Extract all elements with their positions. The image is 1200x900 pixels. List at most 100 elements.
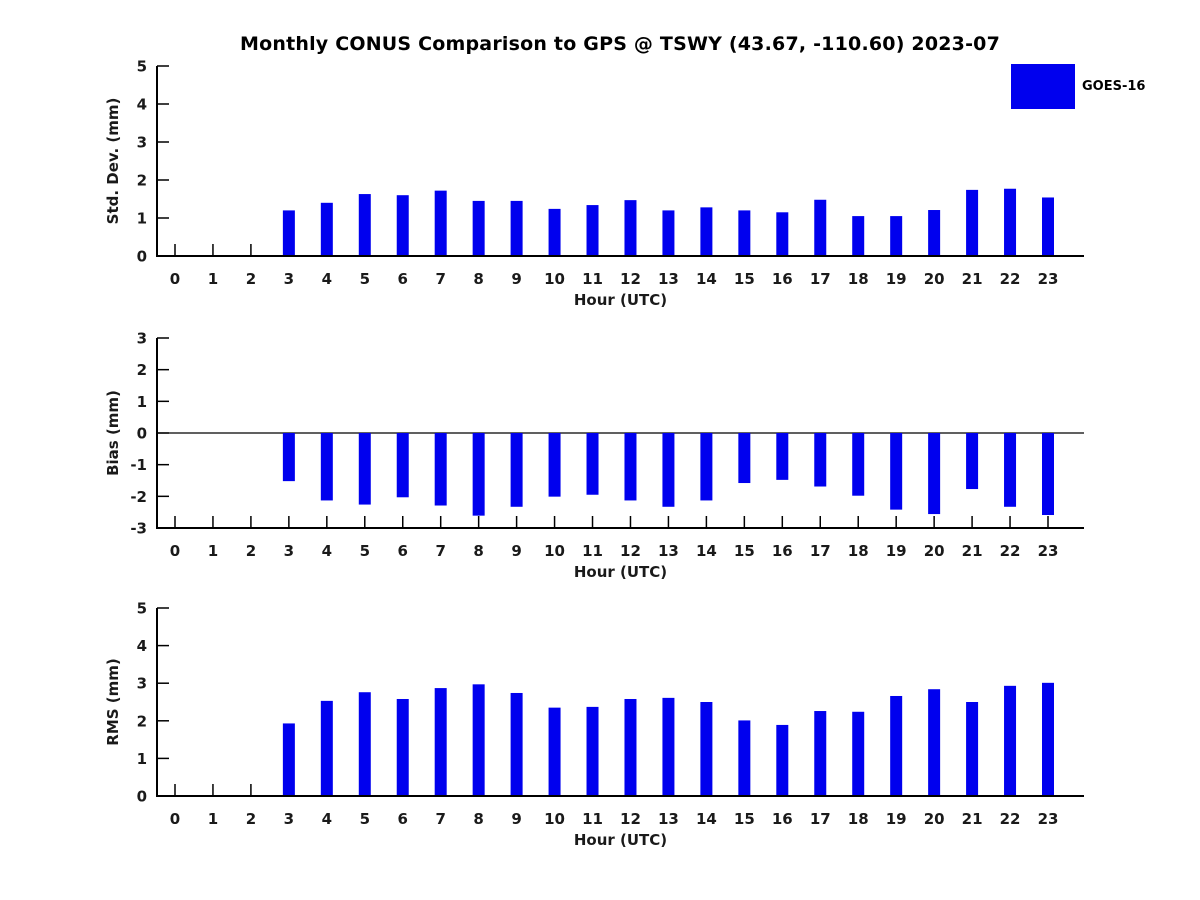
bar-hour-8 bbox=[472, 684, 485, 796]
x-tick-label: 10 bbox=[544, 542, 565, 560]
x-tick-label: 14 bbox=[696, 810, 717, 828]
x-tick-label: 11 bbox=[582, 542, 603, 560]
x-tick-label: 8 bbox=[473, 270, 483, 288]
bar-hour-18 bbox=[852, 711, 865, 796]
x-tick-label: 22 bbox=[1000, 542, 1021, 560]
x-tick-label: 14 bbox=[696, 270, 717, 288]
bar-hour-16 bbox=[776, 724, 789, 796]
x-tick-label: 13 bbox=[658, 270, 679, 288]
x-tick-label: 5 bbox=[360, 542, 370, 560]
x-tick-label: 3 bbox=[284, 270, 294, 288]
bar-hour-5 bbox=[358, 433, 371, 505]
bar-hour-22 bbox=[1004, 433, 1017, 507]
y-tick-label: -3 bbox=[130, 520, 147, 538]
x-axis-label: Hour (UTC) bbox=[574, 563, 667, 581]
x-tick-label: 18 bbox=[848, 542, 869, 560]
bar-hour-8 bbox=[472, 433, 485, 516]
x-tick-label: 23 bbox=[1038, 270, 1059, 288]
x-tick-label: 5 bbox=[360, 810, 370, 828]
bar-hour-21 bbox=[966, 433, 979, 490]
bar-hour-21 bbox=[966, 189, 979, 256]
bar-hour-6 bbox=[396, 433, 409, 498]
x-tick-label: 0 bbox=[170, 270, 180, 288]
x-tick-label: 23 bbox=[1038, 810, 1059, 828]
bar-hour-4 bbox=[320, 202, 333, 256]
bar-hour-5 bbox=[358, 692, 371, 796]
bar-hour-20 bbox=[928, 433, 941, 515]
x-tick-label: 4 bbox=[322, 270, 332, 288]
bar-hour-18 bbox=[852, 216, 865, 256]
bar-hour-9 bbox=[510, 433, 523, 507]
bar-hour-15 bbox=[738, 433, 751, 484]
x-axis-label: Hour (UTC) bbox=[574, 291, 667, 309]
x-tick-label: 15 bbox=[734, 270, 755, 288]
x-tick-label: 18 bbox=[848, 810, 869, 828]
x-tick-label: 4 bbox=[322, 542, 332, 560]
bar-hour-14 bbox=[700, 702, 713, 796]
x-tick-label: 12 bbox=[620, 542, 641, 560]
y-axis-label: Bias (mm) bbox=[104, 390, 122, 476]
bar-hour-15 bbox=[738, 720, 751, 796]
bar-hour-7 bbox=[434, 688, 447, 796]
x-tick-label: 4 bbox=[322, 810, 332, 828]
bar-hour-9 bbox=[510, 200, 523, 256]
x-tick-label: 7 bbox=[435, 542, 445, 560]
x-tick-label: 8 bbox=[473, 810, 483, 828]
x-tick-label: 7 bbox=[435, 270, 445, 288]
x-tick-label: 12 bbox=[620, 810, 641, 828]
y-tick-label: -2 bbox=[130, 488, 147, 506]
x-tick-label: 18 bbox=[848, 270, 869, 288]
x-tick-label: 3 bbox=[284, 810, 294, 828]
bar-hour-21 bbox=[966, 702, 979, 796]
x-tick-label: 2 bbox=[246, 542, 256, 560]
x-tick-label: 3 bbox=[284, 542, 294, 560]
bar-hour-4 bbox=[320, 700, 333, 796]
x-tick-label: 11 bbox=[582, 810, 603, 828]
bar-hour-16 bbox=[776, 212, 789, 256]
x-tick-label: 19 bbox=[886, 810, 907, 828]
bar-hour-18 bbox=[852, 433, 865, 496]
bar-hour-11 bbox=[586, 706, 599, 796]
y-tick-label: 4 bbox=[137, 96, 147, 114]
x-tick-label: 8 bbox=[473, 542, 483, 560]
x-tick-label: 17 bbox=[810, 810, 831, 828]
x-tick-label: 2 bbox=[246, 270, 256, 288]
x-tick-label: 14 bbox=[696, 542, 717, 560]
x-tick-label: 20 bbox=[924, 270, 945, 288]
bar-hour-4 bbox=[320, 433, 333, 501]
x-tick-label: 12 bbox=[620, 270, 641, 288]
y-tick-label: 1 bbox=[137, 750, 147, 768]
bar-hour-14 bbox=[700, 433, 713, 501]
x-tick-label: 1 bbox=[208, 270, 218, 288]
x-tick-label: 21 bbox=[962, 810, 983, 828]
y-tick-label: -1 bbox=[130, 456, 147, 474]
bar-hour-20 bbox=[928, 689, 941, 796]
bar-hour-19 bbox=[890, 216, 903, 256]
x-tick-label: 15 bbox=[734, 810, 755, 828]
y-tick-label: 2 bbox=[137, 172, 147, 190]
x-tick-label: 9 bbox=[511, 810, 521, 828]
legend-swatch-goes16 bbox=[1011, 64, 1075, 109]
y-tick-label: 4 bbox=[137, 637, 147, 655]
x-tick-label: 0 bbox=[170, 542, 180, 560]
bar-hour-22 bbox=[1004, 685, 1017, 796]
x-axis-label: Hour (UTC) bbox=[574, 831, 667, 849]
x-tick-label: 21 bbox=[962, 542, 983, 560]
x-tick-label: 7 bbox=[435, 810, 445, 828]
bar-hour-23 bbox=[1042, 197, 1054, 256]
bar-hour-9 bbox=[510, 692, 523, 796]
y-axis-label: Std. Dev. (mm) bbox=[104, 98, 122, 225]
bar-hour-10 bbox=[548, 208, 561, 256]
x-tick-label: 6 bbox=[398, 542, 408, 560]
bar-hour-23 bbox=[1042, 433, 1054, 516]
bar-hour-23 bbox=[1042, 682, 1054, 796]
bar-hour-13 bbox=[662, 210, 675, 256]
bar-hour-3 bbox=[282, 723, 295, 796]
bar-hour-10 bbox=[548, 707, 561, 796]
bar-hour-7 bbox=[434, 433, 447, 506]
bar-hour-13 bbox=[662, 433, 675, 507]
x-tick-label: 0 bbox=[170, 810, 180, 828]
bar-hour-17 bbox=[814, 199, 827, 256]
